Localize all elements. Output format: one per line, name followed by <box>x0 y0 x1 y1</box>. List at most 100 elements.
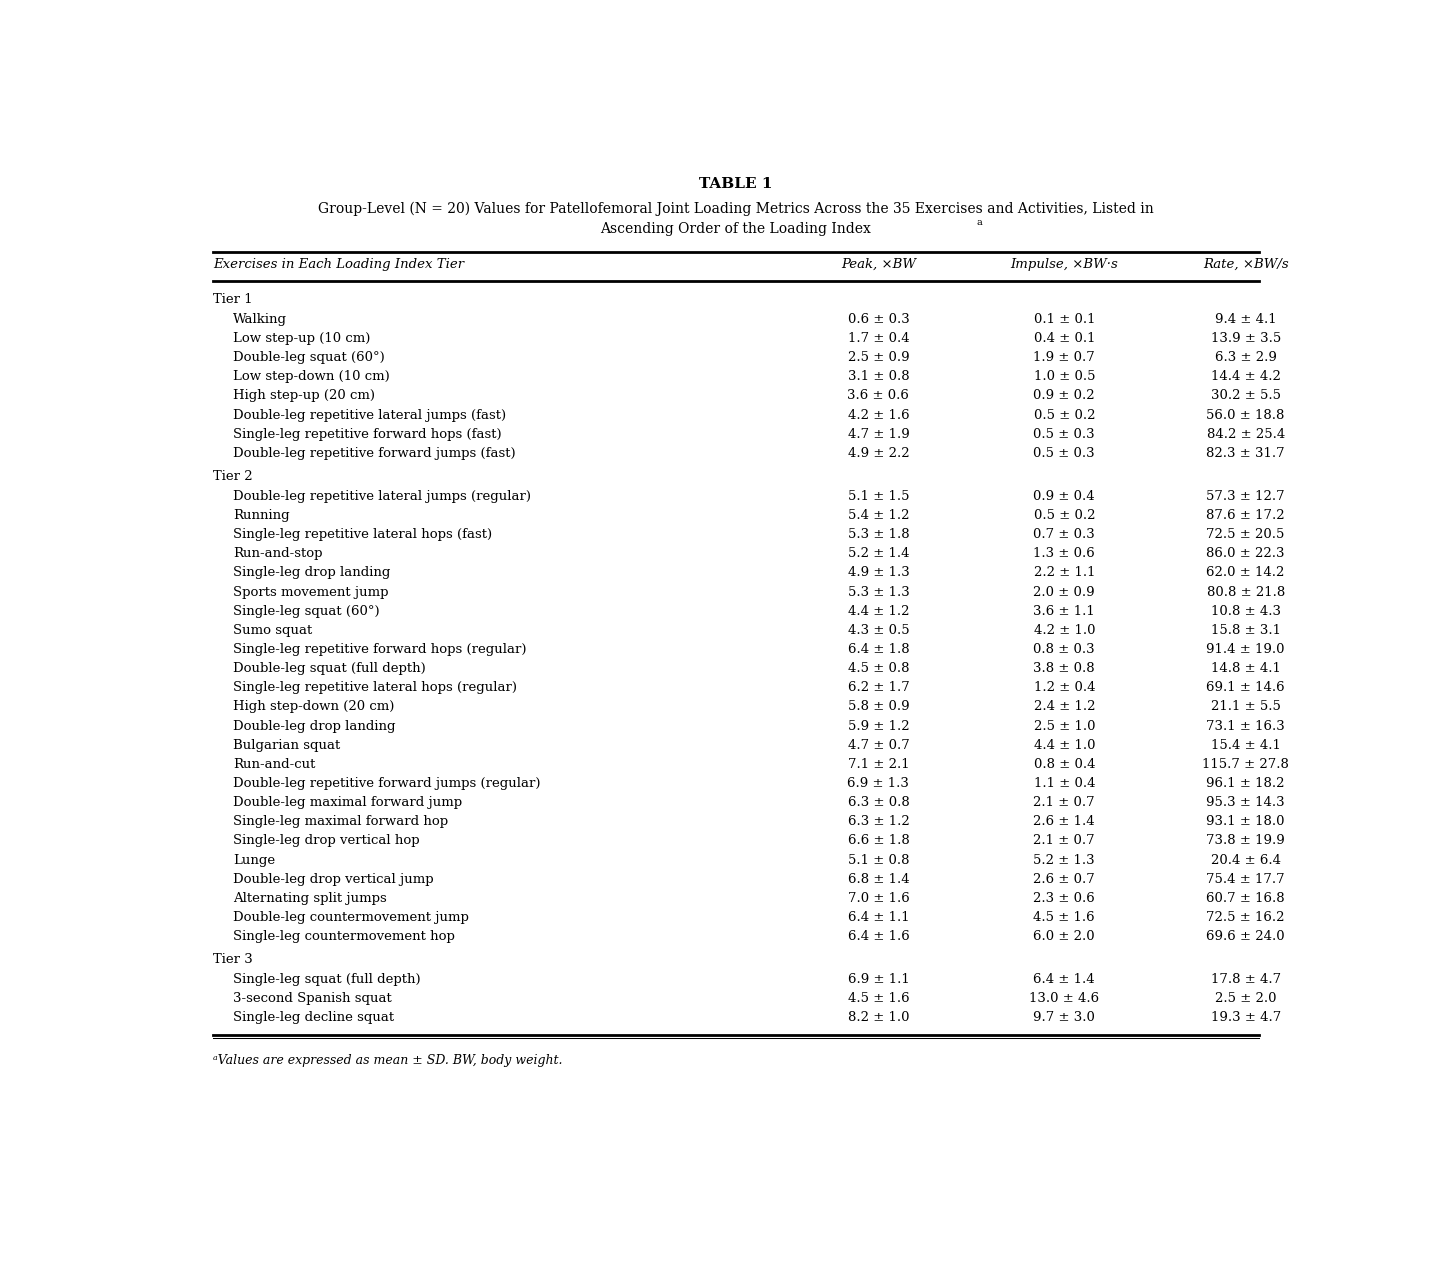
Text: Double-leg repetitive lateral jumps (fast): Double-leg repetitive lateral jumps (fas… <box>233 408 505 421</box>
Text: High step-up (20 cm): High step-up (20 cm) <box>233 389 375 402</box>
Text: Double-leg drop landing: Double-leg drop landing <box>233 719 395 733</box>
Text: 3.1 ± 0.8: 3.1 ± 0.8 <box>847 370 909 383</box>
Text: 6.8 ± 1.4: 6.8 ± 1.4 <box>847 872 909 885</box>
Text: 14.8 ± 4.1: 14.8 ± 4.1 <box>1211 662 1281 675</box>
Text: Double-leg repetitive forward jumps (regular): Double-leg repetitive forward jumps (reg… <box>233 777 540 790</box>
Text: 4.5 ± 1.6: 4.5 ± 1.6 <box>1034 910 1096 924</box>
Text: 2.5 ± 0.9: 2.5 ± 0.9 <box>847 351 909 364</box>
Text: Peak, ×BW: Peak, ×BW <box>841 257 916 270</box>
Text: Exercises in Each Loading Index Tier: Exercises in Each Loading Index Tier <box>213 257 464 270</box>
Text: Single-leg decline squat: Single-leg decline squat <box>233 1012 393 1025</box>
Text: Double-leg drop vertical jump: Double-leg drop vertical jump <box>233 872 434 885</box>
Text: 80.8 ± 21.8: 80.8 ± 21.8 <box>1206 586 1285 598</box>
Text: 5.2 ± 1.4: 5.2 ± 1.4 <box>847 548 909 560</box>
Text: Double-leg countermovement jump: Double-leg countermovement jump <box>233 910 468 924</box>
Text: Bulgarian squat: Bulgarian squat <box>233 739 340 752</box>
Text: 2.1 ± 0.7: 2.1 ± 0.7 <box>1034 796 1096 809</box>
Text: 0.4 ± 0.1: 0.4 ± 0.1 <box>1034 332 1096 345</box>
Text: 0.5 ± 0.2: 0.5 ± 0.2 <box>1034 408 1096 421</box>
Text: a: a <box>976 218 982 227</box>
Text: 5.8 ± 0.9: 5.8 ± 0.9 <box>847 700 909 714</box>
Text: Impulse, ×BW·s: Impulse, ×BW·s <box>1011 257 1119 270</box>
Text: 0.8 ± 0.3: 0.8 ± 0.3 <box>1034 643 1096 656</box>
Text: 5.9 ± 1.2: 5.9 ± 1.2 <box>847 719 909 733</box>
Text: 9.4 ± 4.1: 9.4 ± 4.1 <box>1215 313 1277 326</box>
Text: 14.4 ± 4.2: 14.4 ± 4.2 <box>1211 370 1281 383</box>
Text: Single-leg countermovement hop: Single-leg countermovement hop <box>233 931 455 943</box>
Text: Rate, ×BW/s: Rate, ×BW/s <box>1203 257 1288 270</box>
Text: Single-leg repetitive forward hops (fast): Single-leg repetitive forward hops (fast… <box>233 427 501 441</box>
Text: Walking: Walking <box>233 313 287 326</box>
Text: 4.9 ± 2.2: 4.9 ± 2.2 <box>847 446 909 460</box>
Text: 0.5 ± 0.3: 0.5 ± 0.3 <box>1034 446 1096 460</box>
Text: 73.1 ± 16.3: 73.1 ± 16.3 <box>1206 719 1285 733</box>
Text: 4.4 ± 1.0: 4.4 ± 1.0 <box>1034 739 1096 752</box>
Text: 115.7 ± 27.8: 115.7 ± 27.8 <box>1202 758 1290 771</box>
Text: Double-leg squat (full depth): Double-leg squat (full depth) <box>233 662 425 675</box>
Text: 93.1 ± 18.0: 93.1 ± 18.0 <box>1206 815 1285 828</box>
Text: 17.8 ± 4.7: 17.8 ± 4.7 <box>1211 974 1281 987</box>
Text: 96.1 ± 18.2: 96.1 ± 18.2 <box>1206 777 1285 790</box>
Text: 5.1 ± 0.8: 5.1 ± 0.8 <box>847 853 909 866</box>
Text: 1.2 ± 0.4: 1.2 ± 0.4 <box>1034 681 1096 695</box>
Text: Tier 1: Tier 1 <box>213 293 253 306</box>
Text: Ascending Order of the Loading Index: Ascending Order of the Loading Index <box>600 222 872 236</box>
Text: 4.7 ± 1.9: 4.7 ± 1.9 <box>847 427 909 441</box>
Text: Run-and-stop: Run-and-stop <box>233 548 323 560</box>
Text: Single-leg drop vertical hop: Single-leg drop vertical hop <box>233 834 419 847</box>
Text: 57.3 ± 12.7: 57.3 ± 12.7 <box>1206 489 1285 503</box>
Text: 60.7 ± 16.8: 60.7 ± 16.8 <box>1206 891 1285 905</box>
Text: 5.2 ± 1.3: 5.2 ± 1.3 <box>1034 853 1096 866</box>
Text: 4.9 ± 1.3: 4.9 ± 1.3 <box>847 567 909 579</box>
Text: 4.3 ± 0.5: 4.3 ± 0.5 <box>847 624 909 637</box>
Text: 3.6 ± 0.6: 3.6 ± 0.6 <box>847 389 909 402</box>
Text: 15.8 ± 3.1: 15.8 ± 3.1 <box>1211 624 1281 637</box>
Text: 0.9 ± 0.4: 0.9 ± 0.4 <box>1034 489 1096 503</box>
Text: 0.6 ± 0.3: 0.6 ± 0.3 <box>847 313 909 326</box>
Text: 0.5 ± 0.2: 0.5 ± 0.2 <box>1034 508 1096 522</box>
Text: 86.0 ± 22.3: 86.0 ± 22.3 <box>1206 548 1285 560</box>
Text: 5.1 ± 1.5: 5.1 ± 1.5 <box>847 489 909 503</box>
Text: 9.7 ± 3.0: 9.7 ± 3.0 <box>1034 1012 1096 1025</box>
Text: 4.2 ± 1.0: 4.2 ± 1.0 <box>1034 624 1096 637</box>
Text: 4.5 ± 1.6: 4.5 ± 1.6 <box>847 993 909 1006</box>
Text: Low step-down (10 cm): Low step-down (10 cm) <box>233 370 389 383</box>
Text: 6.4 ± 1.6: 6.4 ± 1.6 <box>847 931 909 943</box>
Text: 1.3 ± 0.6: 1.3 ± 0.6 <box>1034 548 1096 560</box>
Text: 72.5 ± 20.5: 72.5 ± 20.5 <box>1206 529 1285 541</box>
Text: Low step-up (10 cm): Low step-up (10 cm) <box>233 332 370 345</box>
Text: 6.9 ± 1.3: 6.9 ± 1.3 <box>847 777 909 790</box>
Text: 75.4 ± 17.7: 75.4 ± 17.7 <box>1206 872 1285 885</box>
Text: 2.1 ± 0.7: 2.1 ± 0.7 <box>1034 834 1096 847</box>
Text: 13.9 ± 3.5: 13.9 ± 3.5 <box>1211 332 1281 345</box>
Text: Tier 2: Tier 2 <box>213 470 253 483</box>
Text: 6.2 ± 1.7: 6.2 ± 1.7 <box>847 681 909 695</box>
Text: 8.2 ± 1.0: 8.2 ± 1.0 <box>847 1012 909 1025</box>
Text: Double-leg maximal forward jump: Double-leg maximal forward jump <box>233 796 462 809</box>
Text: 6.3 ± 2.9: 6.3 ± 2.9 <box>1215 351 1277 364</box>
Text: 1.0 ± 0.5: 1.0 ± 0.5 <box>1034 370 1096 383</box>
Text: 21.1 ± 5.5: 21.1 ± 5.5 <box>1211 700 1281 714</box>
Text: Tier 3: Tier 3 <box>213 954 253 966</box>
Text: Single-leg repetitive forward hops (regular): Single-leg repetitive forward hops (regu… <box>233 643 527 656</box>
Text: 0.8 ± 0.4: 0.8 ± 0.4 <box>1034 758 1096 771</box>
Text: 2.5 ± 1.0: 2.5 ± 1.0 <box>1034 719 1096 733</box>
Text: 5.3 ± 1.3: 5.3 ± 1.3 <box>847 586 909 598</box>
Text: 20.4 ± 6.4: 20.4 ± 6.4 <box>1211 853 1281 866</box>
Text: 6.6 ± 1.8: 6.6 ± 1.8 <box>847 834 909 847</box>
Text: 3.6 ± 1.1: 3.6 ± 1.1 <box>1034 605 1096 618</box>
Text: ᵃValues are expressed as mean ± SD. BW, body weight.: ᵃValues are expressed as mean ± SD. BW, … <box>213 1054 563 1068</box>
Text: 7.0 ± 1.6: 7.0 ± 1.6 <box>847 891 909 905</box>
Text: 7.1 ± 2.1: 7.1 ± 2.1 <box>847 758 909 771</box>
Text: 2.2 ± 1.1: 2.2 ± 1.1 <box>1034 567 1096 579</box>
Text: 6.4 ± 1.4: 6.4 ± 1.4 <box>1034 974 1096 987</box>
Text: 0.7 ± 0.3: 0.7 ± 0.3 <box>1034 529 1096 541</box>
Text: 84.2 ± 25.4: 84.2 ± 25.4 <box>1206 427 1285 441</box>
Text: 1.1 ± 0.4: 1.1 ± 0.4 <box>1034 777 1096 790</box>
Text: Sports movement jump: Sports movement jump <box>233 586 388 598</box>
Text: 95.3 ± 14.3: 95.3 ± 14.3 <box>1206 796 1285 809</box>
Text: 0.1 ± 0.1: 0.1 ± 0.1 <box>1034 313 1096 326</box>
Text: TABLE 1: TABLE 1 <box>699 176 773 190</box>
Text: 1.9 ± 0.7: 1.9 ± 0.7 <box>1034 351 1096 364</box>
Text: 4.7 ± 0.7: 4.7 ± 0.7 <box>847 739 909 752</box>
